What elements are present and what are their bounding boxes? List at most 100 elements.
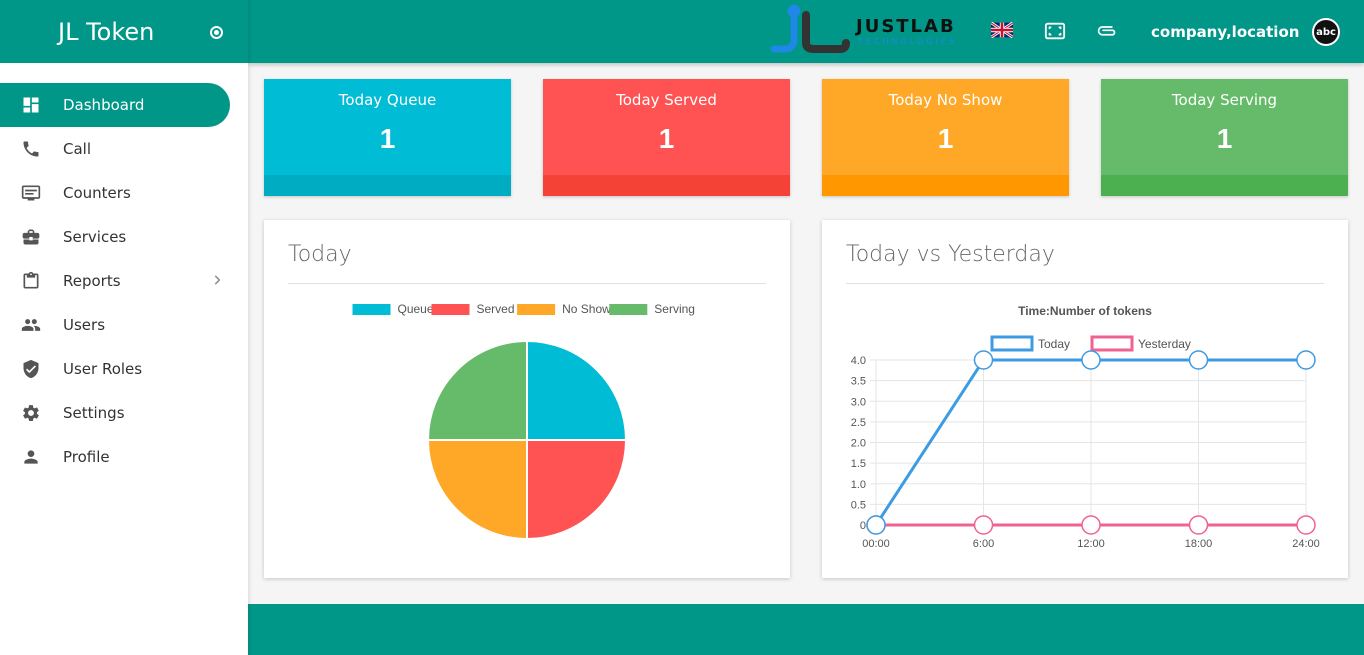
briefcase-icon bbox=[22, 229, 40, 245]
stat-value: 1 bbox=[937, 123, 954, 154]
data-point-today bbox=[1188, 350, 1209, 370]
stat-title: Today Queue bbox=[338, 91, 437, 109]
legend-swatch bbox=[990, 335, 1034, 352]
card-title: Today vs Yesterday bbox=[846, 242, 1055, 267]
stat-footer-bar bbox=[822, 175, 1069, 196]
sidebar-item-user-roles[interactable]: User Roles bbox=[0, 347, 248, 391]
sidebar-item-profile[interactable]: Profile bbox=[0, 435, 248, 479]
chart-title: Time:Number of tokens bbox=[1018, 304, 1152, 318]
footer bbox=[248, 604, 1364, 655]
sidebar-item-label: Reports bbox=[63, 272, 121, 290]
y-tick-label: 1.5 bbox=[851, 458, 866, 470]
chevron-right-icon bbox=[214, 275, 221, 285]
data-point-today bbox=[973, 350, 994, 370]
x-tick-label: 12:00 bbox=[1077, 538, 1105, 550]
sidebar-item-counters[interactable]: Counters bbox=[0, 171, 248, 215]
y-tick-label: 0 bbox=[860, 520, 866, 532]
data-point-today bbox=[866, 515, 886, 535]
person-icon bbox=[24, 450, 38, 464]
pie-slice-no-show bbox=[426, 439, 528, 541]
sidebar-item-services[interactable]: Services bbox=[0, 215, 248, 259]
logo-subtitle: TECHNOLOGIES bbox=[858, 37, 957, 46]
legend-swatch bbox=[352, 304, 391, 315]
uk-flag-icon[interactable] bbox=[991, 22, 1013, 38]
y-tick-label: 2.5 bbox=[851, 417, 866, 429]
y-tick-label: 3.0 bbox=[851, 396, 866, 408]
x-tick-label: 24:00 bbox=[1292, 538, 1320, 550]
brand-header: JL Token bbox=[0, 0, 248, 63]
stat-title: Today No Show bbox=[888, 91, 1003, 109]
justlab-logo bbox=[770, 4, 850, 53]
gear-icon bbox=[23, 405, 39, 421]
attachment-icon[interactable] bbox=[1097, 20, 1119, 42]
stat-value: 1 bbox=[658, 123, 675, 154]
clipboard-icon bbox=[23, 271, 39, 289]
x-tick-label: 18:00 bbox=[1185, 538, 1213, 550]
y-tick-label: 0.5 bbox=[851, 499, 866, 511]
stat-footer-bar bbox=[1101, 175, 1348, 196]
y-tick-label: 4.0 bbox=[851, 355, 866, 367]
stat-footer-bar bbox=[264, 175, 511, 196]
sidebar-toggle-icon[interactable] bbox=[210, 26, 223, 39]
pie-slice-queue bbox=[526, 339, 628, 441]
divider bbox=[846, 283, 1324, 284]
y-tick-label: 1.0 bbox=[851, 479, 866, 491]
divider bbox=[288, 283, 766, 284]
sidebar-item-dashboard[interactable]: Dashboard bbox=[0, 83, 230, 127]
line-chart: Time:Number of tokens Today Yesterday 0 0.5 1… bbox=[851, 304, 1320, 550]
data-point-yesterday bbox=[973, 515, 994, 535]
company-location[interactable]: company,location bbox=[1151, 23, 1300, 41]
sidebar-item-label: Settings bbox=[63, 404, 125, 422]
stat-card-today-no-show: Today No Show 1 bbox=[822, 79, 1069, 196]
pie-slice-serving bbox=[426, 339, 528, 441]
sidebar-item-label: Services bbox=[63, 228, 127, 246]
stat-footer-bar bbox=[543, 175, 790, 196]
x-tick-label: 6:00 bbox=[973, 538, 994, 550]
sidebar-item-label: Counters bbox=[63, 184, 131, 202]
data-point-yesterday bbox=[1296, 515, 1316, 535]
legend-label: Queue bbox=[398, 302, 434, 316]
shield-icon bbox=[23, 359, 39, 379]
data-point-yesterday bbox=[1188, 515, 1209, 535]
legend-label: Serving bbox=[654, 302, 695, 316]
sidebar-item-settings[interactable]: Settings bbox=[0, 391, 248, 435]
counter-icon bbox=[21, 185, 41, 201]
app-title: JL Token bbox=[58, 17, 155, 46]
legend-swatch bbox=[517, 304, 556, 315]
compare-chart-card: Today vs Yesterday Time:Number of tokens… bbox=[822, 220, 1348, 578]
dashboard-icon bbox=[23, 97, 39, 113]
pie-chart: Queue Served No Show Serving bbox=[352, 302, 695, 541]
sidebar-item-label: Dashboard bbox=[63, 96, 145, 114]
card-title: Today bbox=[288, 242, 352, 267]
sidebar-item-label: User Roles bbox=[63, 360, 143, 378]
fullscreen-icon[interactable] bbox=[1044, 20, 1066, 42]
avatar[interactable]: abc bbox=[1312, 18, 1340, 46]
sidebar-item-users[interactable]: Users bbox=[0, 303, 248, 347]
sidebar-item-label: Profile bbox=[63, 448, 110, 466]
sidebar-item-label: Call bbox=[63, 140, 92, 158]
stat-title: Today Served bbox=[616, 91, 717, 109]
logo-wordmark: JUSTLAB bbox=[856, 16, 956, 37]
legend-label: No Show bbox=[562, 302, 611, 316]
stat-value: 1 bbox=[1216, 123, 1233, 154]
stat-card-today-serving: Today Serving 1 bbox=[1101, 79, 1348, 196]
users-icon bbox=[21, 319, 41, 331]
topbar: JUSTLAB TECHNOLOGIES company,location ab… bbox=[248, 0, 1364, 63]
phone-icon bbox=[23, 141, 39, 157]
data-point-today bbox=[1081, 350, 1101, 370]
sidebar-item-label: Users bbox=[63, 316, 106, 334]
stat-card-today-queue: Today Queue 1 bbox=[264, 79, 511, 196]
x-tick-label: 00:00 bbox=[862, 538, 890, 550]
stat-value: 1 bbox=[379, 123, 396, 154]
stat-title: Today Serving bbox=[1171, 91, 1278, 109]
pie-slice-served bbox=[526, 439, 628, 541]
legend-swatch bbox=[1090, 335, 1134, 352]
legend-label: Served bbox=[477, 302, 515, 316]
sidebar-nav: Dashboard Call Counters Services Reports… bbox=[0, 63, 248, 479]
sidebar-item-call[interactable]: Call bbox=[0, 127, 248, 171]
sidebar: JL Token Dashboard Call Counters Service… bbox=[0, 0, 248, 655]
stat-card-today-served: Today Served 1 bbox=[543, 79, 790, 196]
sidebar-item-reports[interactable]: Reports bbox=[0, 259, 248, 303]
legend-label: Yesterday bbox=[1138, 337, 1191, 351]
legend-swatch bbox=[431, 304, 470, 315]
